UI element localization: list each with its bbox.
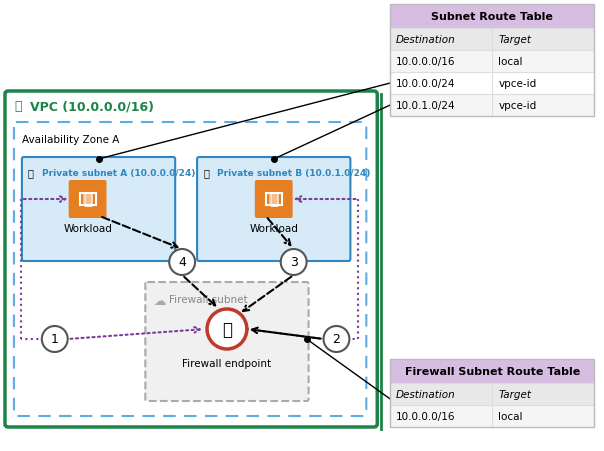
Text: Target: Target (498, 35, 531, 45)
FancyBboxPatch shape (146, 282, 309, 401)
Text: 10.0.0.0/24: 10.0.0.0/24 (396, 79, 455, 89)
Text: Subnet Route Table: Subnet Route Table (431, 12, 553, 22)
FancyBboxPatch shape (69, 180, 106, 219)
Text: Firewall Subnet Route Table: Firewall Subnet Route Table (405, 366, 580, 376)
Text: VPC (10.0.0.0/16): VPC (10.0.0.0/16) (30, 100, 154, 113)
Circle shape (207, 309, 247, 349)
Text: Target: Target (498, 389, 531, 399)
Text: 4: 4 (178, 256, 186, 269)
Text: ⬜: ⬜ (269, 192, 278, 207)
FancyBboxPatch shape (255, 180, 293, 219)
Text: ☁: ☁ (153, 295, 165, 307)
FancyBboxPatch shape (197, 158, 350, 262)
Text: Private subnet A (10.0.0.0/24): Private subnet A (10.0.0.0/24) (42, 169, 195, 178)
Text: Firewall subnet: Firewall subnet (169, 295, 248, 304)
Text: 🔒: 🔒 (14, 100, 21, 113)
FancyBboxPatch shape (5, 92, 378, 427)
Circle shape (42, 326, 68, 352)
Text: 10.0.0.0/16: 10.0.0.0/16 (396, 57, 455, 67)
FancyBboxPatch shape (390, 51, 594, 73)
Text: 10.0.0.0/16: 10.0.0.0/16 (396, 411, 455, 421)
FancyBboxPatch shape (390, 405, 594, 427)
Circle shape (169, 249, 195, 276)
Circle shape (281, 249, 307, 276)
FancyBboxPatch shape (390, 73, 594, 95)
FancyBboxPatch shape (22, 158, 175, 262)
Text: ⬜: ⬜ (83, 192, 92, 207)
FancyBboxPatch shape (390, 29, 594, 51)
Text: local: local (498, 411, 522, 421)
Text: 🔒: 🔒 (203, 168, 209, 178)
Text: Availability Zone A: Availability Zone A (22, 135, 119, 145)
FancyBboxPatch shape (269, 194, 278, 205)
Text: vpce-id: vpce-id (498, 79, 536, 89)
Circle shape (324, 326, 349, 352)
FancyBboxPatch shape (390, 95, 594, 117)
Text: Workload: Workload (63, 224, 112, 234)
Text: local: local (498, 57, 522, 67)
Text: 3: 3 (290, 256, 298, 269)
FancyBboxPatch shape (390, 383, 594, 405)
Text: 10.0.1.0/24: 10.0.1.0/24 (396, 101, 456, 111)
Text: Destination: Destination (396, 35, 456, 45)
Text: Private subnet B (10.0.1.0/24): Private subnet B (10.0.1.0/24) (217, 169, 370, 178)
Text: Workload: Workload (249, 224, 298, 234)
FancyBboxPatch shape (390, 5, 594, 29)
Text: Firewall endpoint: Firewall endpoint (182, 358, 272, 368)
Text: 2: 2 (333, 333, 341, 346)
Text: 🔥: 🔥 (222, 320, 232, 338)
FancyBboxPatch shape (83, 194, 92, 205)
Text: 1: 1 (51, 333, 59, 346)
Text: Destination: Destination (396, 389, 456, 399)
Text: vpce-id: vpce-id (498, 101, 536, 111)
Text: 🔒: 🔒 (28, 168, 34, 178)
FancyBboxPatch shape (390, 359, 594, 383)
